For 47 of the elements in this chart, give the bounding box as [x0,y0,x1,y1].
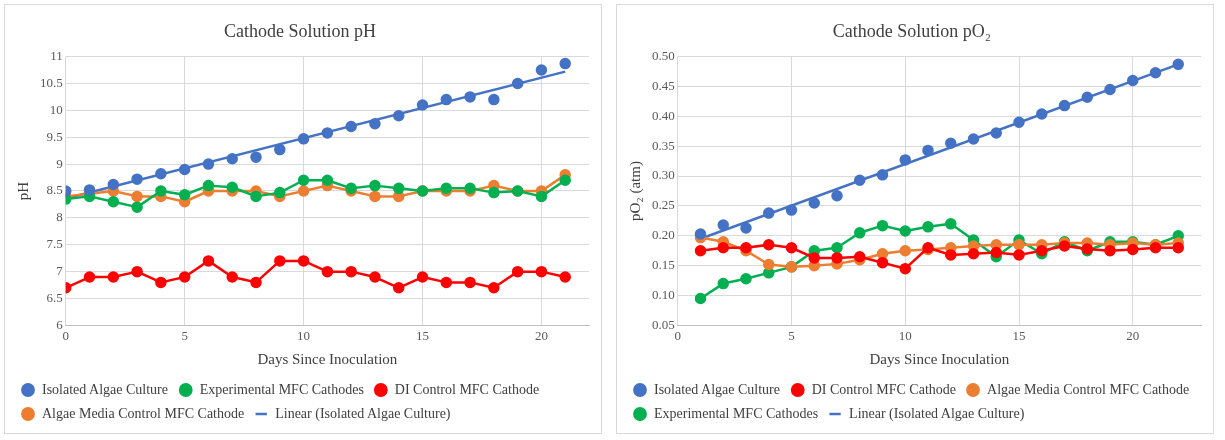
legend-label: Isolated Algae Culture [42,381,168,397]
y-tick-label: 7 [56,263,64,279]
x-axis-title: Days Since Inoculation [869,350,1010,367]
y-tick-label: 10.5 [40,74,63,90]
y-tick-label: 0.05 [652,316,675,332]
y-axis-title: pO₂ (atm) [626,161,644,221]
legend-label: DI Control MFC Cathode [394,381,540,397]
y-tick-label: 0.40 [652,107,675,123]
legend-label: Isolated Algae Culture [654,381,780,397]
legend-label: Experimental MFC Cathodes [199,381,364,397]
y-tick-label: 7.5 [46,236,63,252]
y-tick-label: 0.10 [652,286,675,302]
x-tick-label: 15 [416,327,430,343]
legend-label: Algae Media Control MFC Cathode [42,405,245,421]
y-tick-label: 9 [56,155,63,171]
x-tick-label: 20 [534,327,548,343]
y-tick-label: 10 [49,101,63,117]
y-tick-label: 0.25 [652,197,675,213]
x-tick-label: 10 [898,327,912,343]
legend-label: Experimental MFC Cathodes [654,405,819,421]
legend-label: Linear (Isolated Algae Culture) [849,405,1025,422]
legend-label: DI Control MFC Cathode [811,381,957,397]
y-axis-title: pH [14,181,31,201]
chart-title: Cathode Solution pH [224,20,376,41]
x-tick-label: 15 [1012,327,1026,343]
x-tick-label: 0 [674,327,681,343]
y-tick-label: 6 [56,316,64,332]
x-tick-label: 0 [62,327,69,343]
legend-label: Linear (Isolated Algae Culture) [275,405,451,422]
x-axis-title: Days Since Inoculation [257,350,398,367]
y-tick-label: 0.45 [652,77,675,93]
legend-label: Algae Media Control MFC Cathode [987,381,1190,397]
y-tick-label: 6.5 [46,289,63,305]
chart-title: Cathode Solution pO₂ [832,20,992,41]
y-tick-label: 0.15 [652,257,675,273]
x-tick-label: 5 [788,327,795,343]
y-tick-label: 0.50 [652,48,675,64]
y-tick-label: 0.20 [652,227,675,243]
y-tick-label: 8.5 [46,182,63,198]
y-tick-label: 11 [50,48,63,64]
y-tick-label: 9.5 [46,128,63,144]
y-tick-label: 0.30 [652,167,675,183]
x-tick-label: 10 [297,327,311,343]
y-tick-label: 8 [56,209,63,225]
x-tick-label: 5 [181,327,188,343]
y-tick-label: 0.35 [652,137,675,153]
x-tick-label: 20 [1126,327,1140,343]
